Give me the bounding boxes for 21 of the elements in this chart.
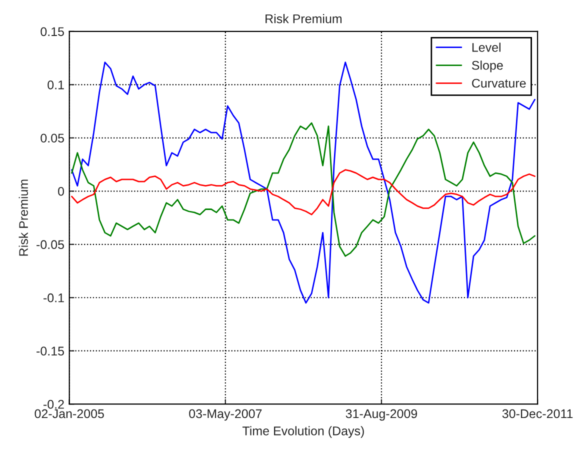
y-tick-label: 0: [58, 186, 64, 196]
x-tick-label: 30-Dec-2011: [502, 409, 573, 418]
legend-label: Curvature: [472, 78, 526, 88]
y-tick-label: 0.15: [40, 27, 64, 36]
line-series: [71, 122, 536, 257]
legend-label: Slope: [472, 60, 503, 72]
y-tick-label: 0.05: [40, 134, 64, 143]
chart-title: Risk Premium: [266, 14, 342, 24]
y-tick-label: -0.05: [36, 240, 64, 250]
y-tick-label: -0.15: [36, 346, 64, 356]
line-series: [71, 169, 536, 216]
line-series: [71, 62, 536, 304]
x-tick-label: 03-May-2007: [189, 409, 262, 421]
x-tick-label: 02-Jan-2005: [34, 409, 104, 418]
legend-label: Level: [472, 42, 500, 52]
y-tick-label: 0.1: [48, 80, 64, 90]
x-tick-label: 31-Aug-2009: [346, 409, 418, 421]
y-axis-title: Risk Premium: [18, 180, 28, 256]
y-tick-label: -0.1: [44, 293, 64, 302]
x-axis-title: Time Evolution (Days): [242, 426, 364, 438]
y-tick-label: -0.2: [44, 400, 64, 409]
